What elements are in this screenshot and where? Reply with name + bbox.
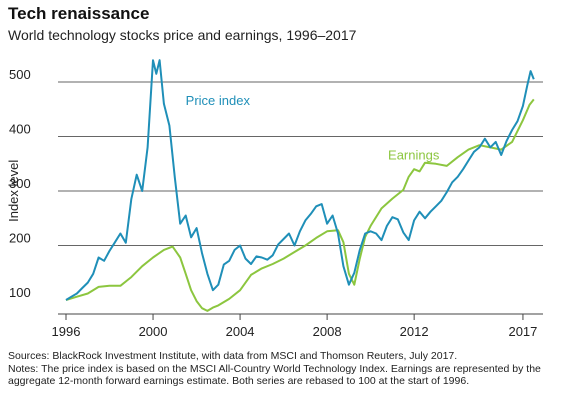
y-tick-label-200: 200 xyxy=(9,231,31,246)
x-tick-label-2004: 2004 xyxy=(226,324,255,339)
y-tick-label-400: 400 xyxy=(9,122,31,137)
notes-line-1: Notes: The price index is based on the M… xyxy=(8,362,541,375)
footnotes: Sources: BlackRock Investment Institute,… xyxy=(8,350,553,388)
chart-title: Tech renaissance xyxy=(8,4,150,23)
line-chart: 100 200 300 400 500 1996 2000 2004 2008 2012 2017 I… xyxy=(6,59,543,339)
earnings-line xyxy=(65,98,535,312)
sources-note: Sources: BlackRock Investment Institute,… xyxy=(8,350,458,362)
x-tick-label-2008: 2008 xyxy=(313,324,342,339)
x-tick-label-1996: 1996 xyxy=(52,324,81,339)
y-tick-label-300: 300 xyxy=(9,176,31,191)
series-label-earnings: Earnings xyxy=(388,147,440,162)
x-tick-label-2012: 2012 xyxy=(400,324,429,339)
series-label-price-index: Price index xyxy=(186,93,251,108)
notes-line-2: aggregate 12-month forward earnings esti… xyxy=(8,375,470,387)
x-tick-label-2000: 2000 xyxy=(139,324,168,339)
x-tick-label-2017: 2017 xyxy=(508,324,537,339)
y-tick-label-100: 100 xyxy=(9,285,31,300)
y-tick-label-500: 500 xyxy=(9,67,31,82)
chart-subtitle: World technology stocks price and earnin… xyxy=(8,27,357,43)
price-index-line xyxy=(65,59,535,301)
y-axis-label: Index level xyxy=(6,160,21,222)
